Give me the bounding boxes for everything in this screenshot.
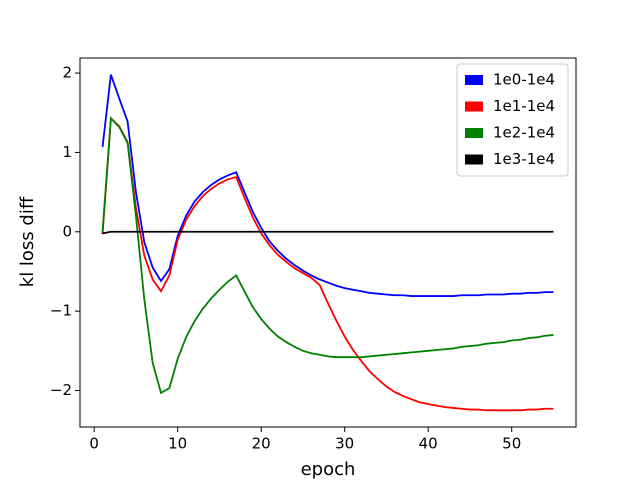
x-tick-label: 10 (168, 435, 187, 453)
legend-swatch (465, 154, 483, 165)
legend: 1e0-1e4 1e1-1e4 1e2-1e4 1e3-1e4 (456, 63, 569, 177)
legend-box (456, 63, 569, 177)
x-axis-label: epoch (301, 459, 356, 480)
y-tick-label: 2 (62, 64, 72, 82)
y-axis-label: kl loss diff (17, 196, 38, 287)
legend-swatch (465, 128, 483, 138)
x-tick-label: 20 (252, 435, 271, 453)
y-tick-label: −1 (50, 302, 72, 320)
x-tick-label: 0 (89, 435, 99, 453)
data-line (102, 230, 554, 235)
y-tick-label: 1 (62, 143, 72, 161)
data-line (101, 116, 554, 395)
data-line (101, 74, 554, 297)
legend-label: 1e0-1e4 (493, 71, 555, 89)
legend-label: 1e2-1e4 (493, 124, 555, 142)
y-tick-label: 0 (62, 222, 72, 240)
legend-label: 1e1-1e4 (493, 97, 555, 115)
x-tick-label: 50 (502, 435, 521, 453)
x-tick-label: 40 (419, 435, 438, 453)
legend-swatch (465, 75, 483, 85)
legend-label: 1e3-1e4 (493, 150, 555, 168)
y-tick-label: −2 (50, 381, 72, 399)
plot-frame (79, 57, 577, 428)
data-line (101, 116, 554, 412)
x-tick-label: 30 (335, 435, 354, 453)
legend-swatch (465, 101, 483, 112)
